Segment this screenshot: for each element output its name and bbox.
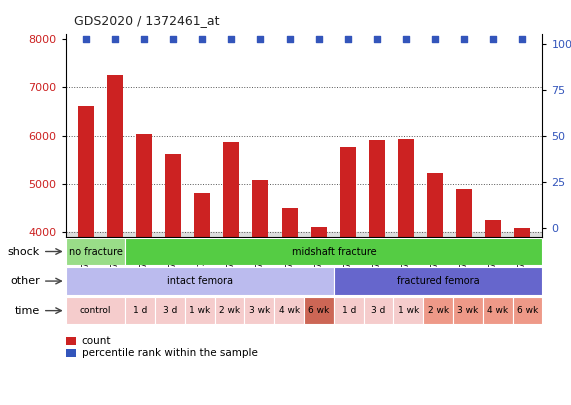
Bar — [274, 297, 304, 324]
Point — [314, 36, 323, 43]
Bar — [427, 173, 443, 405]
Bar — [393, 297, 423, 324]
Point — [343, 36, 352, 43]
Bar — [194, 192, 210, 405]
Point — [431, 36, 440, 43]
Text: midshaft fracture: midshaft fracture — [292, 247, 376, 256]
Bar — [334, 267, 542, 295]
Point — [82, 36, 91, 43]
Bar — [223, 142, 239, 405]
Bar — [483, 297, 513, 324]
Bar — [165, 154, 181, 405]
Bar — [66, 232, 542, 237]
Text: 1 wk: 1 wk — [398, 306, 419, 315]
Bar — [364, 297, 393, 324]
Bar — [66, 297, 125, 324]
Bar — [155, 297, 185, 324]
Point — [517, 36, 526, 43]
Point — [488, 36, 497, 43]
Bar — [66, 267, 334, 295]
Bar — [185, 297, 215, 324]
Point — [227, 36, 236, 43]
Bar — [369, 140, 385, 405]
Bar — [66, 238, 125, 265]
Text: 6 wk: 6 wk — [517, 306, 538, 315]
Bar — [125, 297, 155, 324]
Text: 2 wk: 2 wk — [428, 306, 449, 315]
Text: 2 wk: 2 wk — [219, 306, 240, 315]
Bar — [423, 297, 453, 324]
Text: count: count — [82, 337, 111, 346]
Text: other: other — [10, 276, 40, 286]
Bar — [282, 209, 297, 405]
Text: 4 wk: 4 wk — [279, 306, 300, 315]
Point — [139, 36, 148, 43]
Text: fractured femora: fractured femora — [397, 276, 480, 286]
Bar — [340, 147, 356, 405]
Bar — [311, 227, 327, 405]
Bar — [453, 297, 483, 324]
Text: 1 d: 1 d — [133, 306, 147, 315]
Point — [111, 36, 120, 43]
Text: 3 wk: 3 wk — [457, 306, 478, 315]
Bar — [485, 220, 501, 405]
Point — [168, 36, 178, 43]
Bar — [456, 189, 472, 405]
Bar — [398, 139, 414, 405]
Text: control: control — [80, 306, 111, 315]
Text: no fracture: no fracture — [69, 247, 122, 256]
Bar — [252, 180, 268, 405]
Bar — [136, 134, 152, 405]
Text: GDS2020 / 1372461_at: GDS2020 / 1372461_at — [74, 14, 220, 27]
Text: 3 wk: 3 wk — [249, 306, 270, 315]
Bar — [244, 297, 274, 324]
Text: 1 d: 1 d — [341, 306, 356, 315]
Bar — [215, 297, 244, 324]
Bar — [513, 297, 542, 324]
Bar — [514, 228, 530, 405]
Text: shock: shock — [8, 247, 40, 256]
Bar — [107, 75, 123, 405]
Point — [401, 36, 411, 43]
Bar — [125, 238, 542, 265]
Point — [372, 36, 381, 43]
Text: 3 d: 3 d — [163, 306, 177, 315]
Text: percentile rank within the sample: percentile rank within the sample — [82, 348, 258, 358]
Bar — [78, 106, 94, 405]
Bar — [334, 297, 364, 324]
Text: 6 wk: 6 wk — [308, 306, 329, 315]
Text: 1 wk: 1 wk — [189, 306, 210, 315]
Point — [460, 36, 469, 43]
Text: time: time — [15, 306, 40, 315]
Text: 3 d: 3 d — [371, 306, 386, 315]
Text: 4 wk: 4 wk — [487, 306, 508, 315]
Point — [198, 36, 207, 43]
Bar — [304, 297, 334, 324]
Text: intact femora: intact femora — [167, 276, 233, 286]
Point — [256, 36, 265, 43]
Point — [285, 36, 294, 43]
